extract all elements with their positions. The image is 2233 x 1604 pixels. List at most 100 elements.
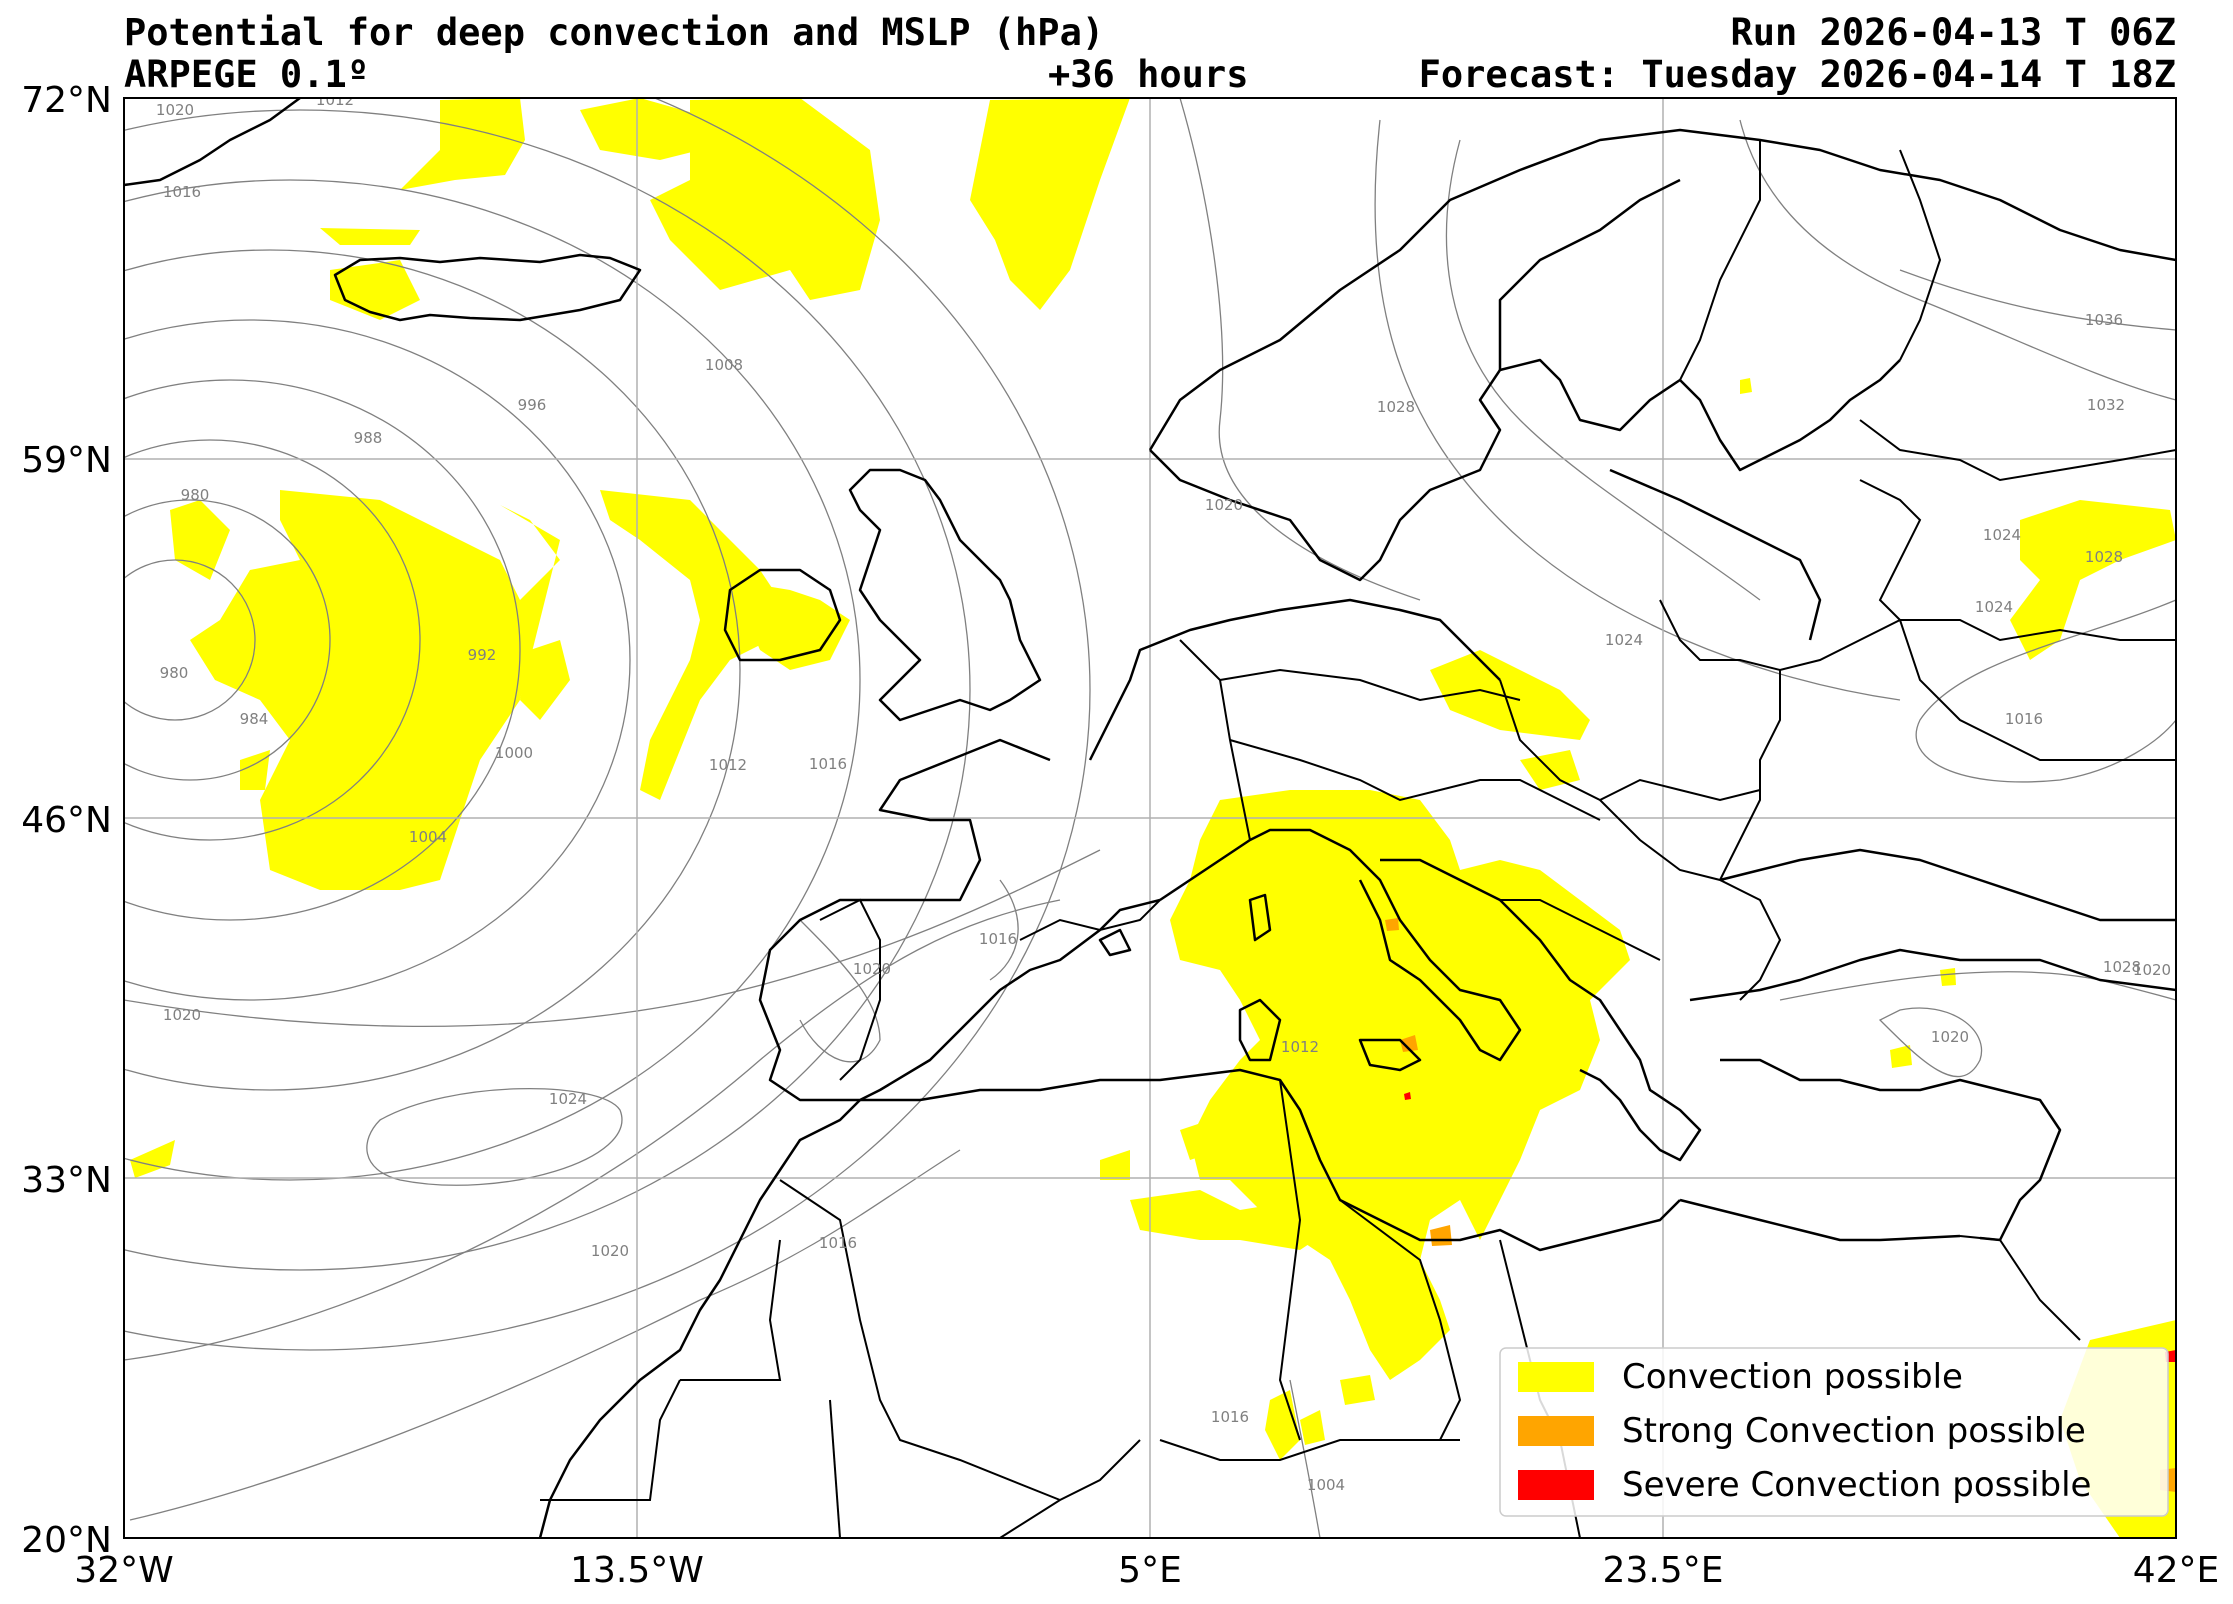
coastline-sardinia (1238, 998, 1282, 1062)
isobar-label: 1020 (156, 101, 194, 119)
border (1859, 419, 2176, 482)
border (1859, 479, 1922, 621)
convection-area (400, 98, 525, 190)
isobar (1915, 599, 2176, 783)
convection-area (1300, 1410, 1325, 1445)
isobar-label: 992 (468, 646, 497, 664)
convection-area (1265, 1390, 1300, 1460)
lat-tick-label: 59°N (21, 440, 112, 481)
legend-label-convection: Convection possible (1622, 1357, 1963, 1397)
model-subtitle: ARPEGE 0.1º (124, 53, 370, 96)
border (1339, 1199, 1462, 1441)
coastline-corsica (1248, 893, 1272, 942)
isobar (124, 559, 256, 721)
map-area: 1020 1016 1012 980 988 996 1008 980 984 992 1000 10… (124, 91, 2176, 1538)
border (1500, 899, 1661, 961)
isobar (124, 179, 861, 1181)
lon-tick-label: 13.5°W (570, 1550, 704, 1591)
isobar-label: 1020 (2133, 961, 2171, 979)
isobar-label: 1012 (709, 756, 747, 774)
isobar (799, 919, 881, 1063)
isobar (1878, 1007, 1983, 1078)
isobar-label: 1020 (591, 1242, 629, 1260)
legend: Convection possible Strong Convection po… (1499, 1347, 2169, 1517)
map-title: Potential for deep convection and MSLP (… (124, 11, 1105, 54)
coastline-balearic (1098, 928, 1132, 957)
isobar-label: 1016 (979, 930, 1017, 948)
border (1278, 1079, 1302, 1441)
isobar-label: 1032 (2087, 396, 2125, 414)
coastline-adriatic (1380, 858, 1702, 1162)
lon-tick-label: 23.5°E (1603, 1550, 1724, 1591)
border (819, 898, 881, 1081)
isobar-label: 1024 (549, 1090, 587, 1108)
convection-area (1180, 1120, 1220, 1160)
convection-area (1170, 790, 1630, 1380)
convection-area (1340, 1375, 1375, 1405)
isobar-label: 1012 (1281, 1038, 1319, 1056)
coastline-morocco-sahara (538, 1099, 861, 1538)
isobar-label: 1024 (1975, 598, 2013, 616)
isobar (989, 879, 1019, 981)
isobars (124, 98, 2176, 1538)
convection-area (190, 490, 560, 890)
isobar-label: 984 (240, 710, 269, 728)
lon-tick-label: 42°E (2133, 1550, 2220, 1591)
legend-swatch-convection (1518, 1362, 1594, 1392)
convection-area (130, 1140, 175, 1178)
convection-area (600, 490, 780, 800)
coastline-turkey-levant (1720, 1058, 2062, 1242)
isobar (1374, 119, 1901, 701)
isobar-label: 1012 (316, 91, 354, 109)
isobar-label: 980 (181, 486, 210, 504)
map-frame (123, 97, 2177, 1539)
lon-tick-label: 5°E (1118, 1550, 1182, 1591)
isobar (124, 899, 1061, 1361)
convection-area (330, 260, 420, 320)
legend-swatch-strong (1518, 1416, 1594, 1446)
convection-area (1890, 1045, 1912, 1068)
convection-area (1130, 1190, 1330, 1250)
isobar-label: 1024 (1983, 526, 2021, 544)
coastline-black-sea-south (1689, 948, 2176, 1002)
border (1219, 668, 1521, 702)
isobar (1739, 119, 2176, 401)
convection-area (1430, 650, 1590, 740)
border (1659, 599, 2176, 672)
legend-label-strong: Strong Convection possible (1622, 1411, 2086, 1451)
coastline-bothnia (1498, 178, 1681, 370)
strong-convection-area (1400, 1035, 1418, 1052)
coastline-iberia-france (758, 738, 1161, 1102)
coastline-baltic (1609, 468, 1822, 641)
convection-area (1940, 968, 1956, 986)
border (540, 1379, 681, 1501)
lon-tick-label: 32°W (74, 1550, 173, 1591)
isobar (1899, 269, 2176, 331)
isobar-label: 988 (354, 429, 383, 447)
coastline-greenland (124, 98, 301, 187)
legend-box (1499, 1347, 2169, 1517)
forecast-valid-time: Forecast: Tuesday 2026-04-14 T 18Z (1418, 53, 2176, 96)
longitude-labels: 32°W 13.5°W 5°E 23.5°E 42°E (74, 1550, 2219, 1591)
isobar-label: 996 (518, 396, 547, 414)
forecast-hours: +36 hours (1048, 53, 1249, 96)
isobar-label: 1028 (1377, 398, 1415, 416)
border (1899, 619, 2176, 761)
border (1959, 1235, 2081, 1341)
legend-swatch-severe (1518, 1470, 1594, 1500)
coastline-black-sea-north (1719, 848, 2176, 922)
border (1719, 670, 1781, 881)
isobar-label: 1000 (495, 744, 533, 762)
lat-tick-label: 20°N (21, 1520, 112, 1561)
convection-areas (130, 98, 2176, 1538)
isobar-label: 1020 (1931, 1028, 1969, 1046)
isobar-label: 1016 (819, 1234, 857, 1252)
border (1159, 1439, 1460, 1461)
coastline-great-britain (848, 468, 1042, 722)
isobar (124, 439, 421, 841)
isobar-label: 1016 (2005, 710, 2043, 728)
coastline-italy-west (1159, 828, 1522, 1062)
severe-convection-area (1404, 1092, 1411, 1100)
border (1899, 149, 1942, 361)
border (1599, 799, 1782, 1001)
